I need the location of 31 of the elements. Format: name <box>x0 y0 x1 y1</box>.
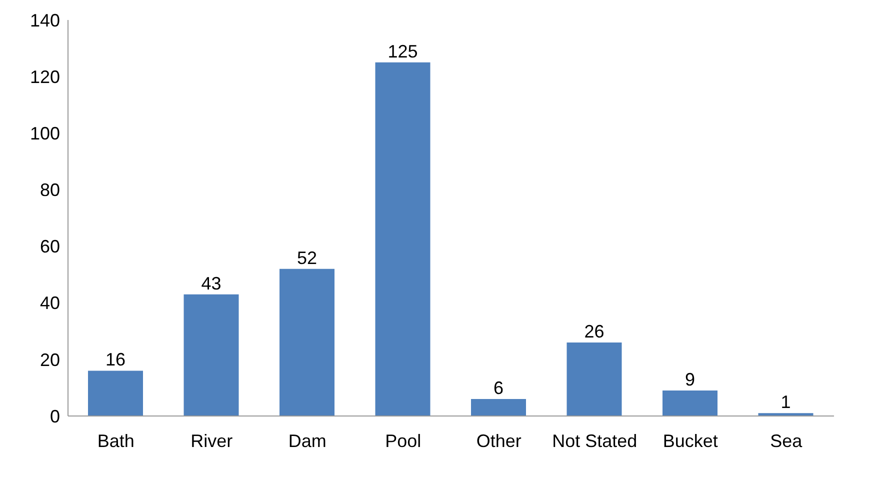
y-tick-label: 60 <box>40 236 60 257</box>
bar <box>375 62 430 416</box>
bar <box>88 370 143 416</box>
bar <box>471 399 526 416</box>
x-tick-label: Other <box>476 430 522 451</box>
x-tick-label: River <box>190 430 233 451</box>
x-tick-label: Bucket <box>662 430 718 451</box>
y-tick-label: 100 <box>30 124 60 144</box>
y-tick-label: 140 <box>30 10 60 30</box>
x-tick-label: Dam <box>288 430 326 451</box>
data-label: 125 <box>388 41 418 62</box>
bar <box>566 342 622 416</box>
x-tick-label: Bath <box>97 430 134 451</box>
data-label: 16 <box>105 350 126 370</box>
data-label: 26 <box>584 321 604 342</box>
y-tick-label: 80 <box>40 180 60 200</box>
data-label: 43 <box>201 273 222 294</box>
bar <box>280 268 334 416</box>
data-label: 6 <box>493 378 504 398</box>
x-tick-label: Pool <box>385 430 422 451</box>
data-label: 1 <box>780 392 791 412</box>
data-label: 52 <box>296 248 318 268</box>
x-tick-label: Not Stated <box>552 430 638 451</box>
y-tick-label: 20 <box>40 350 60 370</box>
bar <box>184 294 239 416</box>
bar <box>662 390 718 416</box>
y-tick-label: 40 <box>40 293 60 314</box>
x-tick-label: Sea <box>770 430 804 451</box>
data-label: 9 <box>684 370 696 390</box>
y-tick-label: 0 <box>50 406 60 426</box>
y-tick-label: 120 <box>30 66 60 87</box>
